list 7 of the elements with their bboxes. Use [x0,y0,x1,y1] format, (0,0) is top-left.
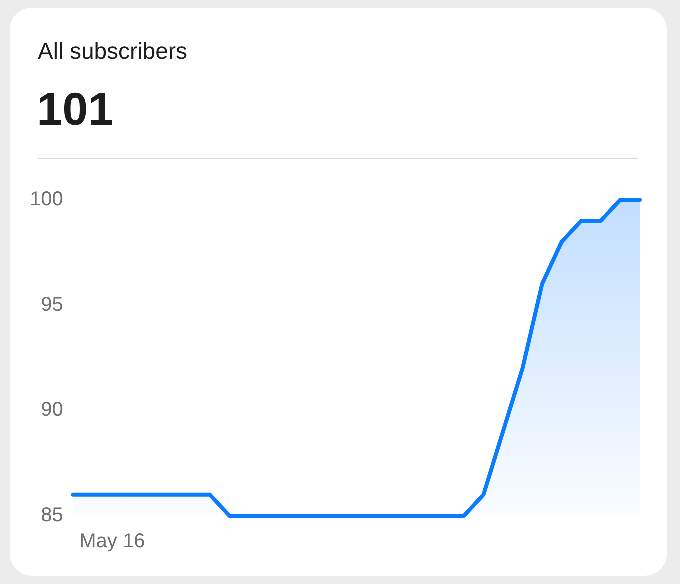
chart-subtitle: 101 [37,82,114,136]
y-tick-label: 85 [41,504,64,527]
x-tick-label: May 16 [80,530,146,553]
y-tick-label: 95 [41,294,64,316]
y-tick-label: 90 [41,399,64,422]
chart-title: All subscribers [38,38,188,65]
y-tick-label: 100 [30,188,64,211]
